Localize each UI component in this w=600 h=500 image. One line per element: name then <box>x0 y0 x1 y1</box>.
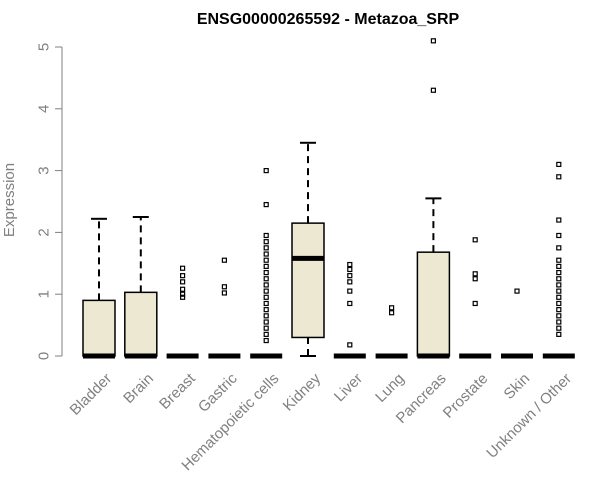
outlier-point <box>180 294 186 300</box>
outlier-point <box>347 266 353 273</box>
y-tick-label: 5 <box>36 43 53 51</box>
box-unknown-other <box>542 161 575 359</box>
outlier-point <box>180 273 186 279</box>
outlier-point <box>263 269 269 276</box>
y-axis-title: Expression <box>1 163 18 237</box>
outlier-point <box>556 331 562 337</box>
x-tick-label: Skin <box>501 370 534 403</box>
x-tick-label: Lung <box>372 370 408 406</box>
y-tick-label: 3 <box>36 166 53 174</box>
outlier-point <box>263 294 269 300</box>
outlier-point <box>263 201 269 208</box>
x-tick-label: Kidney <box>280 370 325 415</box>
outlier-point <box>263 337 269 344</box>
outlier-point <box>347 273 353 279</box>
y-tick-label: 4 <box>36 105 53 113</box>
outlier-point <box>556 300 562 307</box>
outlier-point <box>347 300 353 307</box>
outlier-point <box>263 263 269 269</box>
outlier-point <box>556 282 562 288</box>
outlier-point <box>180 279 186 285</box>
x-tick-label: Breast <box>156 370 199 413</box>
outlier-point <box>263 288 269 294</box>
box-breast <box>166 265 199 359</box>
outlier-point <box>263 245 269 251</box>
outlier-point <box>556 313 562 319</box>
x-tick-label: Bladder <box>67 370 116 419</box>
outlier-point <box>472 271 478 277</box>
outlier-point <box>389 305 395 311</box>
outlier-point <box>556 174 562 180</box>
outlier-point <box>263 282 269 288</box>
outlier-point <box>556 232 562 239</box>
box-body <box>291 222 325 339</box>
outlier-point <box>263 239 269 245</box>
box-body <box>416 251 451 357</box>
outlier-point <box>221 290 227 296</box>
box-hematopoietic-cells <box>250 168 283 359</box>
chart-title: ENSG00000265592 - Metazoa_SRP <box>197 11 460 28</box>
box-brain <box>124 215 158 359</box>
box-skin <box>501 288 533 359</box>
outlier-point <box>180 286 186 292</box>
box-liver <box>333 261 366 359</box>
box-prostate <box>459 237 492 359</box>
outlier-point <box>556 245 562 251</box>
outlier-point <box>347 279 353 285</box>
outlier-point <box>556 288 562 294</box>
outlier-point <box>556 325 562 331</box>
outlier-point <box>263 331 269 337</box>
outlier-point <box>472 300 478 307</box>
outlier-point <box>347 261 353 268</box>
outlier-point <box>389 310 395 316</box>
box-pancreas <box>416 38 451 359</box>
outlier-point <box>263 276 269 282</box>
box-body <box>82 299 116 357</box>
y-tick-label: 1 <box>36 290 53 298</box>
outlier-point <box>556 161 562 168</box>
outlier-point <box>263 232 269 239</box>
box-gastric <box>208 257 241 359</box>
outlier-point <box>263 257 269 263</box>
x-tick-label: Liver <box>331 370 366 405</box>
outlier-point <box>430 38 436 44</box>
outlier-point <box>263 325 269 331</box>
outlier-point <box>472 276 478 282</box>
outlier-point <box>221 257 227 263</box>
outlier-point <box>556 257 562 263</box>
box-body <box>124 291 158 357</box>
outlier-point <box>221 284 227 290</box>
outlier-point <box>430 87 436 93</box>
outlier-point <box>556 276 562 282</box>
outlier-point <box>347 342 353 348</box>
outlier-point <box>347 288 353 294</box>
outlier-point <box>263 300 269 307</box>
outlier-point <box>514 288 520 294</box>
outlier-point <box>556 319 562 325</box>
y-tick-label: 2 <box>36 228 53 236</box>
outlier-point <box>263 313 269 319</box>
y-tick-label: 0 <box>36 352 53 360</box>
outlier-point <box>263 319 269 325</box>
outlier-point <box>556 269 562 276</box>
outlier-point <box>263 168 269 174</box>
box-kidney <box>291 141 325 357</box>
boxes-layer <box>82 38 575 359</box>
y-axis: 0 1 2 3 4 5 <box>36 43 63 360</box>
outlier-point <box>263 307 269 313</box>
outlier-point <box>556 263 562 269</box>
x-tick-label: Prostate <box>440 370 492 422</box>
outlier-point <box>556 294 562 300</box>
outlier-point <box>180 291 186 297</box>
outlier-point <box>472 237 478 243</box>
box-lung <box>375 305 408 359</box>
outlier-point <box>180 265 186 271</box>
outlier-point <box>556 217 562 223</box>
x-tick-label: Brain <box>120 370 157 407</box>
outlier-point <box>263 251 269 257</box>
box-bladder <box>82 217 116 359</box>
outlier-point <box>556 307 562 313</box>
